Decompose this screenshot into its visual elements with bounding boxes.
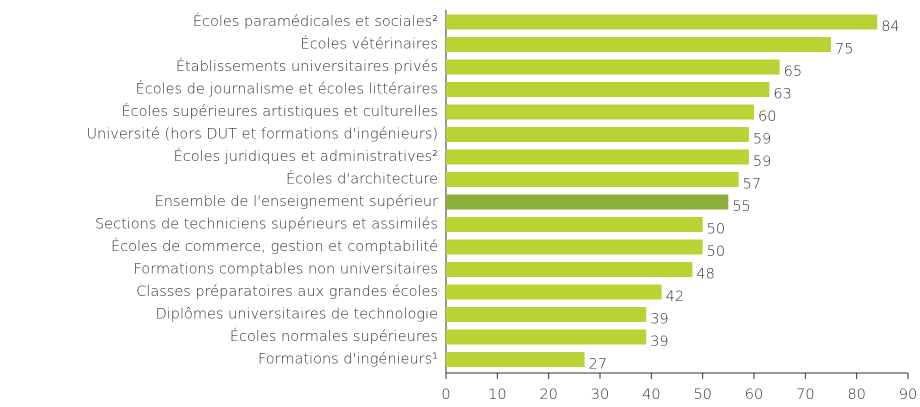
- bar: [446, 149, 749, 165]
- bar: [446, 352, 585, 367]
- value-label: 63: [773, 87, 791, 103]
- value-label: 50: [707, 222, 725, 238]
- y-tick-label: Écoles d'architecture: [286, 171, 438, 188]
- y-tick-label: Écoles paramédicales et sociales²: [193, 13, 438, 30]
- value-label: 39: [650, 334, 668, 350]
- bar: [446, 307, 647, 322]
- bar: [446, 59, 780, 75]
- bar: [446, 37, 831, 52]
- value-label: 60: [758, 109, 776, 125]
- y-tick-label: Écoles de commerce, gestion et comptabil…: [111, 238, 438, 255]
- y-tick-label: Formations d'ingénieurs¹: [258, 352, 438, 368]
- x-tick-label: 40: [642, 387, 660, 403]
- y-tick-label: Université (hors DUT et formations d'ing…: [86, 127, 438, 143]
- value-label: 42: [666, 289, 684, 305]
- bar: [446, 217, 703, 232]
- x-tick-label: 70: [796, 387, 814, 403]
- x-tick-label: 20: [539, 387, 557, 403]
- x-tick-label: 50: [693, 387, 711, 403]
- x-tick-label: 30: [591, 387, 609, 403]
- bar: [446, 329, 647, 345]
- y-tick-label: Diplômes universitaires de technologie: [156, 307, 438, 323]
- value-label: 57: [743, 177, 761, 193]
- y-tick-label: Écoles normales supérieures: [230, 328, 438, 345]
- y-tick-label: Classes préparatoires aux grandes écoles: [136, 284, 438, 300]
- bar: [446, 284, 662, 300]
- y-tick-label: Écoles vétérinaires: [301, 36, 438, 53]
- y-tick-label: Écoles de journalisme et écoles littérai…: [136, 81, 438, 98]
- y-tick-label: Établissements universitaires privés: [176, 58, 438, 75]
- x-tick-label: 10: [488, 387, 506, 403]
- bar: [446, 172, 739, 187]
- x-tick-label: 60: [745, 387, 763, 403]
- bar: [446, 104, 754, 120]
- y-tick-label: Ensemble de l'enseignement supérieur: [155, 194, 438, 210]
- x-tick-label: 90: [899, 387, 917, 403]
- y-tick-label: Sections de techniciens supérieurs et as…: [95, 217, 438, 233]
- value-label: 65: [784, 64, 802, 80]
- bar: [446, 262, 693, 277]
- x-tick-label: 0: [441, 387, 450, 403]
- bar: [446, 127, 749, 142]
- bar: [446, 239, 703, 255]
- x-tick-label: 80: [847, 387, 865, 403]
- y-tick-label: Formations comptables non universitaires: [134, 262, 438, 278]
- value-label: 59: [753, 154, 771, 170]
- y-tick-label: Écoles juridiques et administratives²: [174, 148, 438, 165]
- y-tick-label: Écoles supérieures artistiques et cultur…: [121, 103, 438, 120]
- value-label: 48: [696, 267, 714, 283]
- bar: [446, 194, 729, 210]
- value-label: 39: [650, 312, 668, 328]
- bar: [446, 14, 878, 30]
- value-label: 55: [732, 199, 750, 215]
- value-label: 50: [707, 244, 725, 260]
- value-label: 59: [753, 132, 771, 148]
- value-label: 84: [881, 19, 899, 35]
- value-label: 27: [589, 357, 607, 373]
- value-label: 75: [835, 42, 853, 58]
- bar: [446, 82, 770, 97]
